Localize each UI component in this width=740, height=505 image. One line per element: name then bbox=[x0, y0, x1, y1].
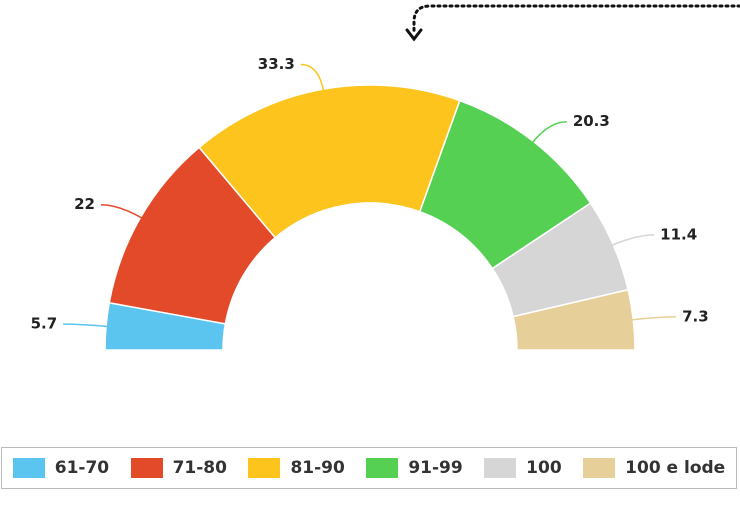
chart: 5.7 22 33.3 20.3 11.4 7.3 bbox=[31, 4, 740, 351]
legend-swatch bbox=[248, 458, 281, 478]
segment bbox=[512, 288, 636, 351]
legend-swatch bbox=[12, 458, 45, 478]
leader-line bbox=[610, 234, 655, 247]
leader-line bbox=[63, 323, 110, 328]
legend-item: 71-80 bbox=[130, 458, 227, 478]
data-label: 5.7 bbox=[31, 315, 58, 333]
data-label: 7.3 bbox=[682, 307, 709, 325]
legend-label: 61-70 bbox=[54, 458, 110, 478]
data-label: 22 bbox=[74, 195, 95, 213]
legend-item: 61-70 bbox=[12, 458, 110, 478]
leader-line bbox=[300, 63, 325, 93]
legend-swatch bbox=[583, 458, 616, 478]
data-label: 20.3 bbox=[573, 112, 610, 130]
leader-line bbox=[530, 120, 567, 145]
legend-item: 100 e lode bbox=[583, 458, 725, 478]
legend-swatch bbox=[484, 458, 517, 478]
legend: 61-70 71-80 81-90 91-99 100 100 e lode bbox=[1, 447, 737, 489]
legend-label: 81-90 bbox=[290, 458, 345, 478]
legend-item: 91-99 bbox=[366, 458, 463, 478]
legend-label: 100 bbox=[526, 458, 562, 478]
segment bbox=[198, 84, 461, 239]
dotted-arrow bbox=[412, 4, 740, 36]
leader-line bbox=[630, 316, 677, 321]
data-label: 11.4 bbox=[660, 225, 697, 243]
legend-item: 81-90 bbox=[248, 458, 345, 478]
legend-label: 100 e lode bbox=[625, 458, 726, 478]
legend-label: 91-99 bbox=[408, 458, 463, 478]
legend-swatch bbox=[130, 458, 163, 478]
data-label: 33.3 bbox=[258, 55, 295, 73]
legend-item: 100 bbox=[484, 458, 562, 478]
legend-swatch bbox=[366, 458, 399, 478]
arrow-head bbox=[405, 28, 423, 42]
legend-label: 71-80 bbox=[172, 458, 227, 478]
leader-line bbox=[101, 203, 144, 220]
